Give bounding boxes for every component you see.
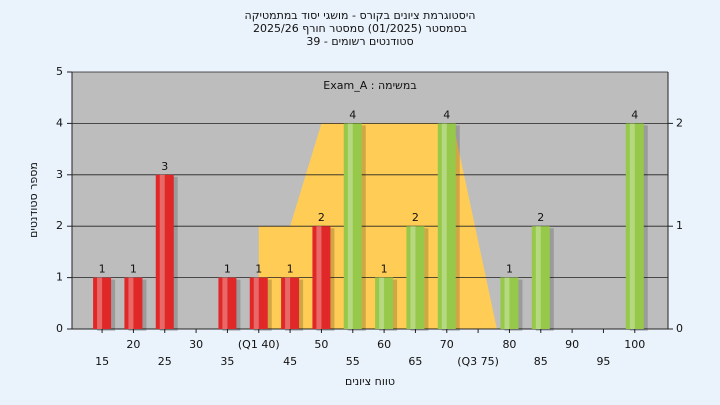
x-tick-label: 30 [189,338,203,351]
bar-highlight [379,277,385,329]
data-label: 1 [381,263,388,276]
bar [124,277,143,329]
y-tick-label: 4 [56,116,63,129]
bar-highlight [253,277,259,329]
bar-highlight [159,174,165,329]
bar [531,226,550,329]
data-label: 1 [130,263,137,276]
data-label: 1 [99,263,106,276]
data-label: 1 [255,263,262,276]
x-tick-label: (Q3 75) [457,355,499,368]
bar-highlight [441,123,447,330]
data-label: 1 [287,263,294,276]
data-label: 1 [224,263,231,276]
bar-highlight [535,226,541,329]
x-tick-label: 20 [126,338,140,351]
bar [281,277,300,329]
x-tick-label: 100 [624,338,645,351]
bar [343,123,362,330]
x-tick-label: 15 [95,355,109,368]
bar [500,277,519,329]
bar [218,277,237,329]
x-tick-label: 55 [346,355,360,368]
data-label: 2 [318,211,325,224]
bar-highlight [222,277,228,329]
data-label: 3 [161,160,168,173]
x-tick-label: 45 [283,355,297,368]
y2-tick-label: 1 [676,219,683,232]
bar [93,277,112,329]
y-tick-label: 5 [56,65,63,78]
bar-highlight [285,277,291,329]
bar [406,226,425,329]
bar-highlight [316,226,322,329]
chart-subtitle: סטודנטים רשומים - 39 [306,35,413,48]
data-label: 4 [349,108,356,121]
x-tick-label: 65 [408,355,422,368]
data-label: 4 [443,108,450,121]
bar [625,123,644,330]
y-tick-label: 3 [56,168,63,181]
x-tick-label: 85 [534,355,548,368]
data-label: 4 [631,108,638,121]
x-tick-label: 95 [596,355,610,368]
bar-highlight [629,123,635,330]
chart-title: היסטוגרמת ציונים בקורס - מושגי יסוד במתמ… [245,9,476,22]
bar-highlight [410,226,416,329]
bar [249,277,268,329]
bar [155,174,174,329]
data-label: 2 [412,211,419,224]
x-axis-label: טווח ציונים [345,375,395,388]
y-axis-label: מספר סטודנטים [27,162,40,238]
data-label: 1 [506,263,513,276]
data-label: 2 [537,211,544,224]
x-tick-label: (Q1 40) [238,338,280,351]
bar [312,226,331,329]
y2-tick-label: 0 [676,322,683,335]
x-tick-label: 50 [314,338,328,351]
bar-highlight [347,123,353,330]
y2-tick-label: 2 [676,116,683,129]
annotation: Exam_A : במשימה [323,79,416,92]
bar-highlight [504,277,510,329]
y-tick-label: 1 [56,271,63,284]
x-tick-label: 35 [220,355,234,368]
x-tick-label: 90 [565,338,579,351]
x-tick-label: 60 [377,338,391,351]
bar-highlight [128,277,134,329]
y-tick-label: 0 [56,322,63,335]
x-tick-label: 80 [502,338,516,351]
bar-highlight [97,277,103,329]
chart-subtitle: בסמסטר (01/2025) סמסטר חורף 2025/26 [253,22,467,35]
bar [375,277,394,329]
x-tick-label: 25 [158,355,172,368]
x-tick-label: 70 [440,338,454,351]
bar [437,123,456,330]
y-tick-label: 2 [56,219,63,232]
